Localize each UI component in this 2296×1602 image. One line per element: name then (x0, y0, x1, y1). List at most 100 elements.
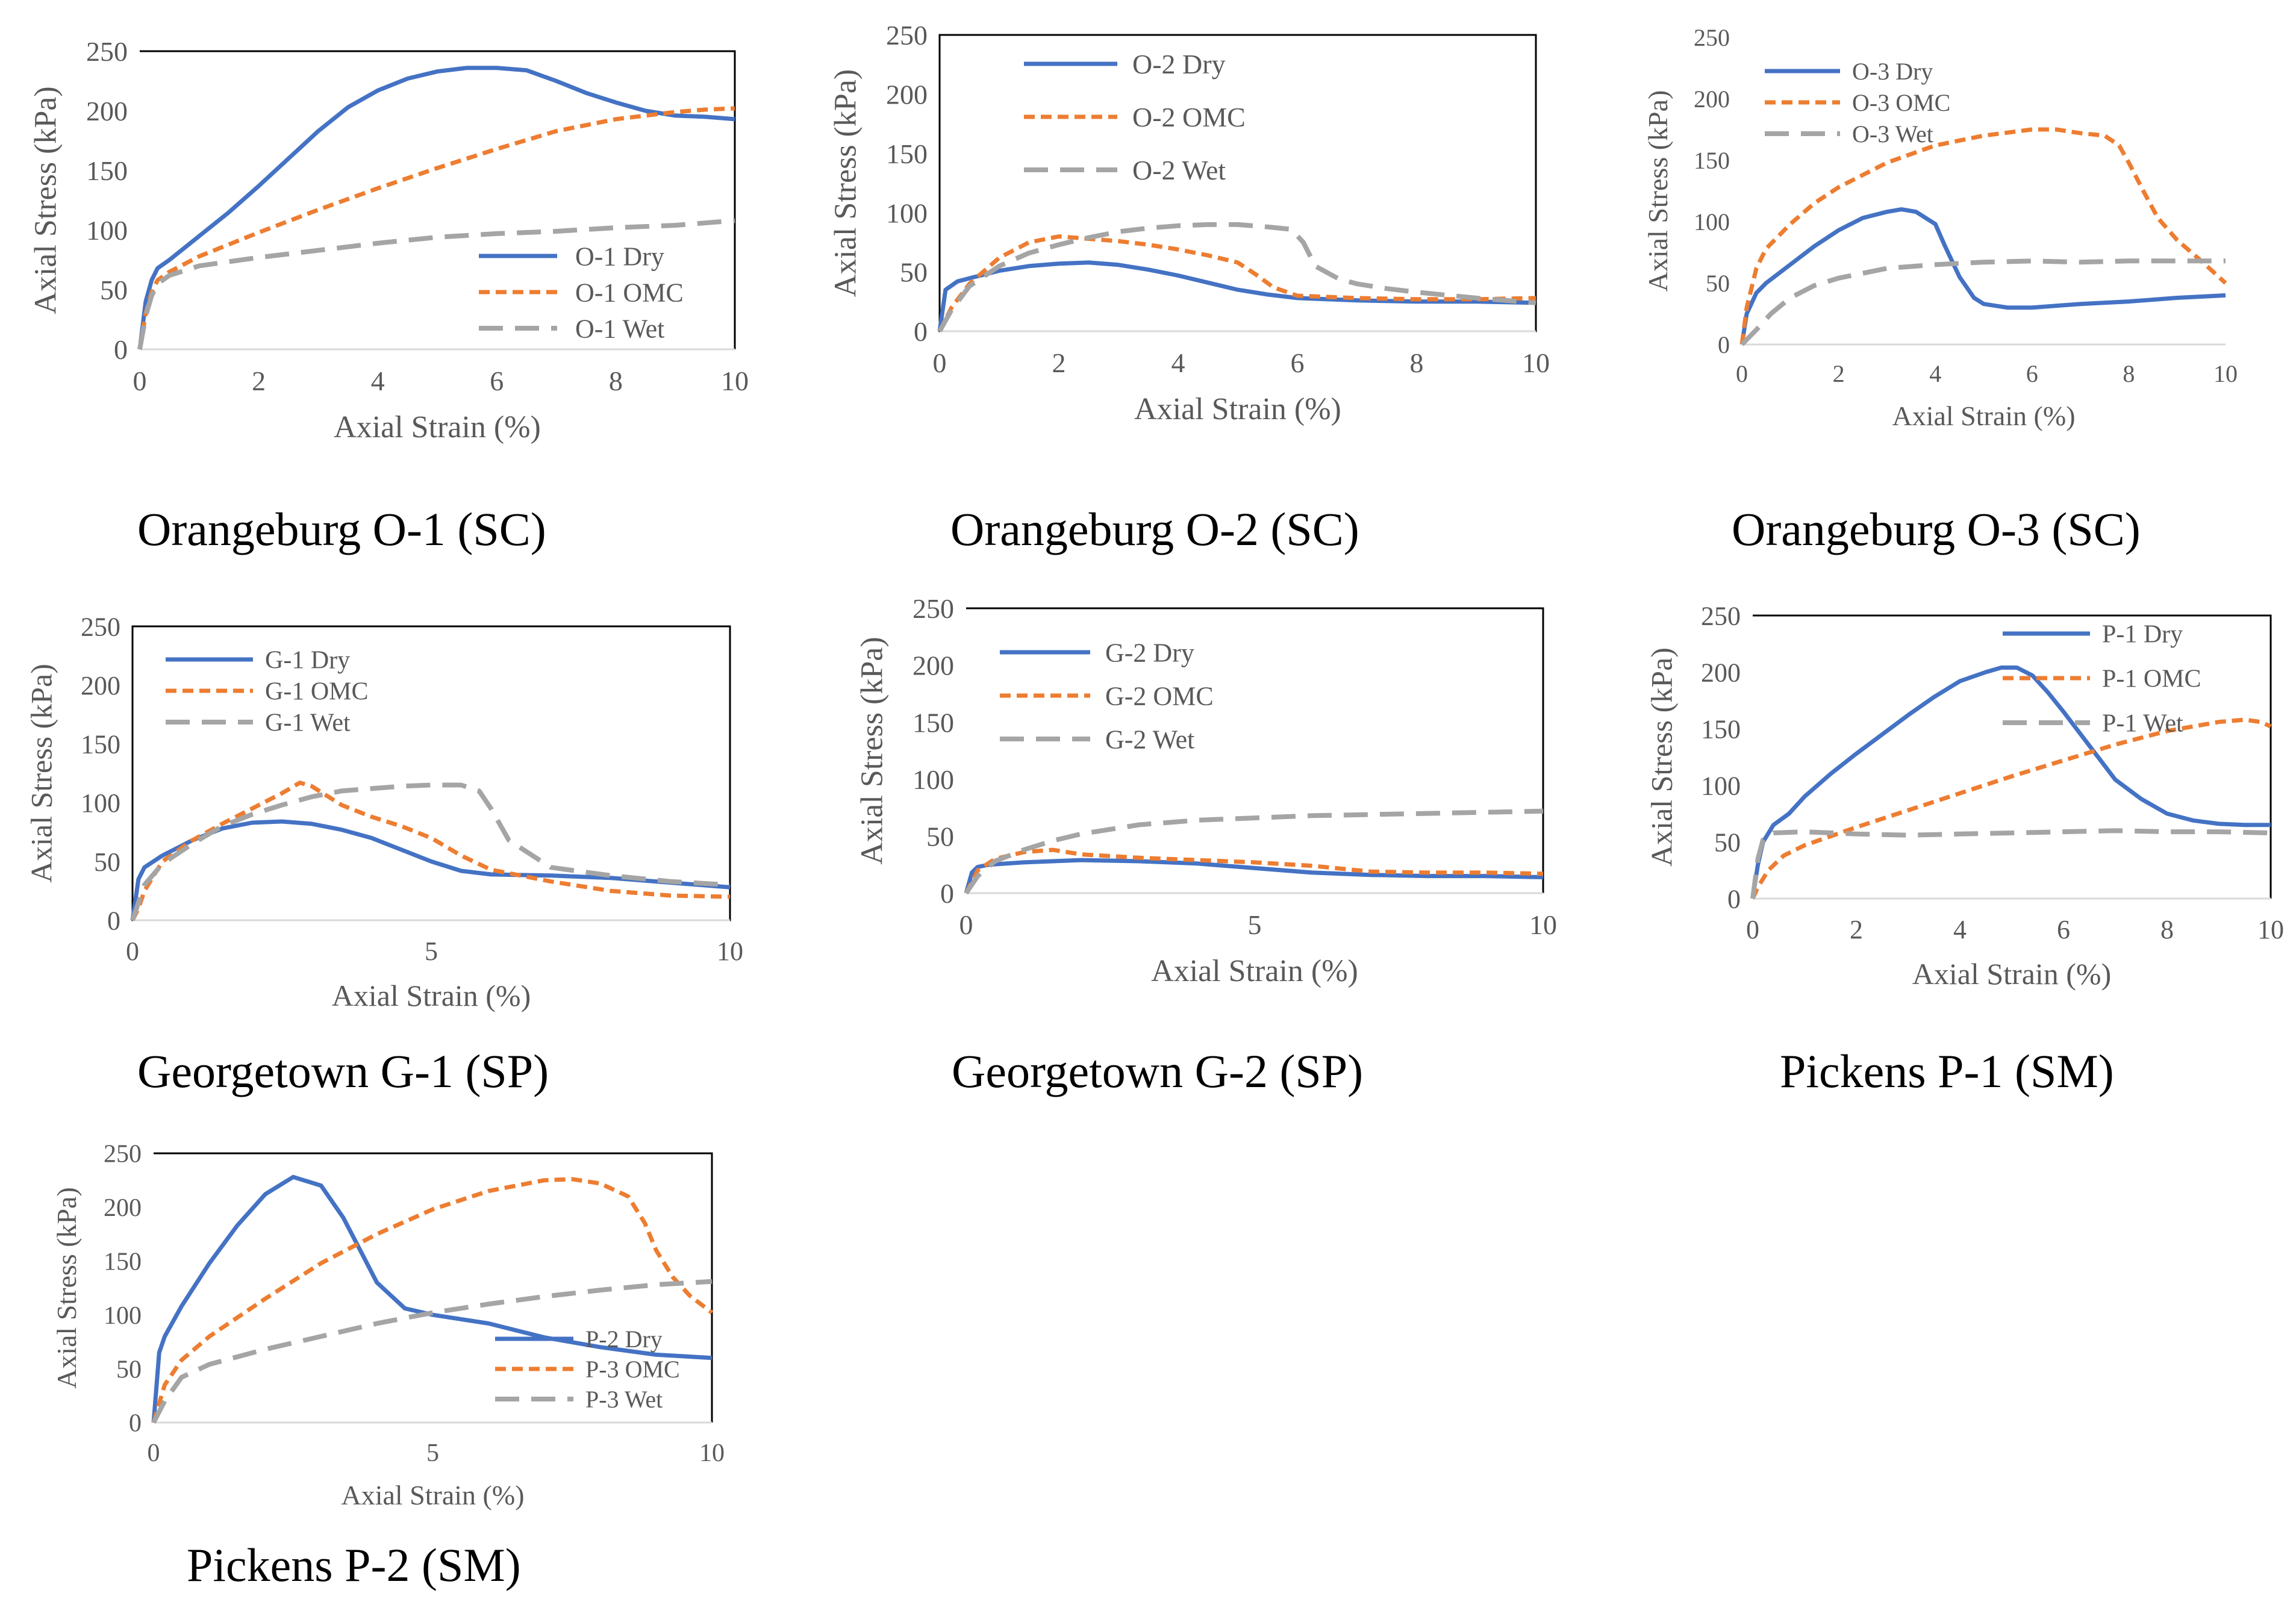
y-tick-label: 100 (912, 764, 954, 795)
y-tick-label: 250 (81, 612, 120, 641)
legend-label: O-2 Wet (1132, 155, 1226, 185)
chart-7: 0 50 100 150 200 250 0 5 10 Axial Strain (%) Axial… (51, 1141, 725, 1591)
series-line-dry (1750, 665, 2271, 899)
y-tick-label: 0 (1727, 884, 1741, 914)
series-line-wet (1750, 828, 2271, 899)
x-tick-label: 10 (2257, 915, 2284, 944)
y-tick-label: 150 (912, 707, 954, 738)
x-tick-label: 10 (1522, 348, 1550, 378)
y-tick-label: 200 (886, 79, 928, 110)
x-tick-label: 6 (2026, 360, 2038, 387)
y-tick-label: 100 (1694, 208, 1730, 235)
x-tick-label: 8 (2160, 915, 2174, 944)
y-tick-label: 250 (886, 20, 928, 51)
y-tick-label: 100 (86, 215, 128, 246)
legend-label: O-1 Dry (575, 242, 664, 271)
y-axis-label: Axial Stress (kPa) (28, 86, 63, 314)
y-tick-label: 150 (104, 1248, 142, 1276)
x-tick-label: 4 (1953, 915, 1967, 944)
x-tick-label: 0 (1746, 915, 1759, 944)
legend-label: O-2 OMC (1132, 102, 1246, 132)
plot-frame (966, 607, 1544, 893)
legend-label: O-3 OMC (1852, 89, 1950, 116)
legend-label: G-2 Wet (1105, 725, 1194, 754)
x-tick-label: 10 (721, 366, 749, 396)
legend-label: O-2 Dry (1132, 49, 1226, 79)
x-tick-label: 5 (426, 1439, 439, 1467)
legend-label: P-2 Dry (585, 1326, 663, 1353)
y-tick-label: 200 (912, 650, 954, 681)
y-tick-label: 50 (94, 847, 120, 877)
legend-label: O-3 Dry (1852, 58, 1933, 85)
y-tick-label: 150 (81, 730, 120, 759)
series-line-dry (937, 260, 1536, 332)
series-line-omc (1739, 127, 2227, 345)
series-line-wet (137, 218, 735, 350)
chart-4: 0 50 100 150 200 250 0 5 10 Axial Strain (%) Axial… (25, 612, 743, 1097)
series-line-wet (964, 808, 1544, 895)
chart-caption: Pickens P-2 (SM) (187, 1539, 521, 1591)
x-tick-label: 4 (1929, 360, 1941, 387)
legend: G-2 Dry G-2 OMC G-2 Wet (1000, 638, 1214, 754)
y-tick-label: 0 (114, 334, 128, 365)
x-tick-label: 2 (1850, 915, 1863, 944)
y-tick-label: 150 (886, 139, 928, 169)
x-tick-label: 2 (252, 366, 266, 396)
chart-caption: Pickens P-1 (SM) (1780, 1045, 2114, 1097)
y-axis-label: Axial Stress (kPa) (25, 664, 58, 883)
legend-label: P-1 Dry (2102, 621, 2183, 649)
legend: O-1 Dry O-1 OMC O-1 Wet (479, 242, 684, 343)
series-line-dry (137, 66, 735, 350)
x-tick-label: 10 (2213, 360, 2238, 387)
y-tick-label: 150 (1701, 714, 1741, 744)
y-tick-label: 0 (129, 1410, 142, 1438)
legend-label: G-2 OMC (1105, 681, 1214, 711)
series-line-omc (151, 1177, 714, 1423)
series-line-wet (937, 222, 1536, 332)
y-tick-label: 200 (104, 1194, 142, 1222)
y-tick-label: 0 (914, 316, 928, 347)
chart-6: 0 50 100 150 200 250 0 2 4 6 8 10 Axial Strain (%) Ax… (1645, 601, 2284, 1097)
x-axis-label: Axial Strain (%) (1134, 392, 1341, 426)
chart-caption: Orangeburg O-3 (SC) (1732, 503, 2141, 555)
chart-3: 0 50 100 150 200 250 0 2 4 6 8 10 Axial Strain (%) Ax… (1642, 24, 2238, 555)
legend-label: P-3 Wet (585, 1386, 663, 1413)
y-axis-label: Axial Stress (kPa) (855, 637, 889, 864)
x-axis-label: Axial Strain (%) (332, 979, 531, 1012)
y-tick-label: 150 (86, 155, 128, 186)
series-line-wet (130, 782, 731, 921)
x-tick-label: 0 (148, 1439, 160, 1467)
y-tick-label: 100 (81, 788, 120, 818)
y-tick-label: 50 (100, 275, 128, 305)
y-tick-label: 100 (1701, 771, 1741, 800)
series-line-dry (130, 819, 731, 921)
x-tick-label: 0 (133, 366, 147, 396)
chart-caption: Georgetown G-2 (SP) (952, 1045, 1363, 1097)
x-tick-label: 2 (1052, 348, 1066, 378)
y-tick-label: 200 (1701, 658, 1741, 687)
y-tick-label: 150 (1694, 147, 1730, 174)
x-tick-label: 8 (1410, 348, 1424, 378)
x-tick-label: 5 (1248, 909, 1262, 940)
x-axis-label: Axial Strain (%) (1151, 954, 1358, 988)
legend-label: G-1 Wet (265, 709, 351, 737)
legend-label: O-1 OMC (575, 278, 684, 307)
legend-label: G-1 OMC (265, 678, 369, 706)
y-tick-label: 50 (926, 821, 954, 852)
x-axis-label: Axial Strain (%) (1912, 957, 2111, 991)
x-tick-label: 10 (699, 1439, 725, 1467)
y-tick-label: 50 (1714, 827, 1741, 857)
legend: P-1 Dry P-1 OMC P-1 Wet (2003, 621, 2201, 738)
x-axis-label: Axial Strain (%) (1892, 400, 2075, 431)
chart-2: 0 50 100 150 200 250 0 2 4 6 8 10 Axial Strain (%) Ax… (828, 20, 1550, 555)
series-line-wet (1740, 258, 2226, 346)
y-tick-label: 200 (86, 96, 128, 126)
x-tick-label: 0 (1736, 360, 1748, 387)
chart-caption: Georgetown G-1 (SP) (137, 1045, 549, 1097)
x-tick-label: 6 (1291, 348, 1305, 378)
y-tick-label: 250 (1694, 24, 1730, 51)
y-tick-label: 0 (107, 906, 120, 935)
